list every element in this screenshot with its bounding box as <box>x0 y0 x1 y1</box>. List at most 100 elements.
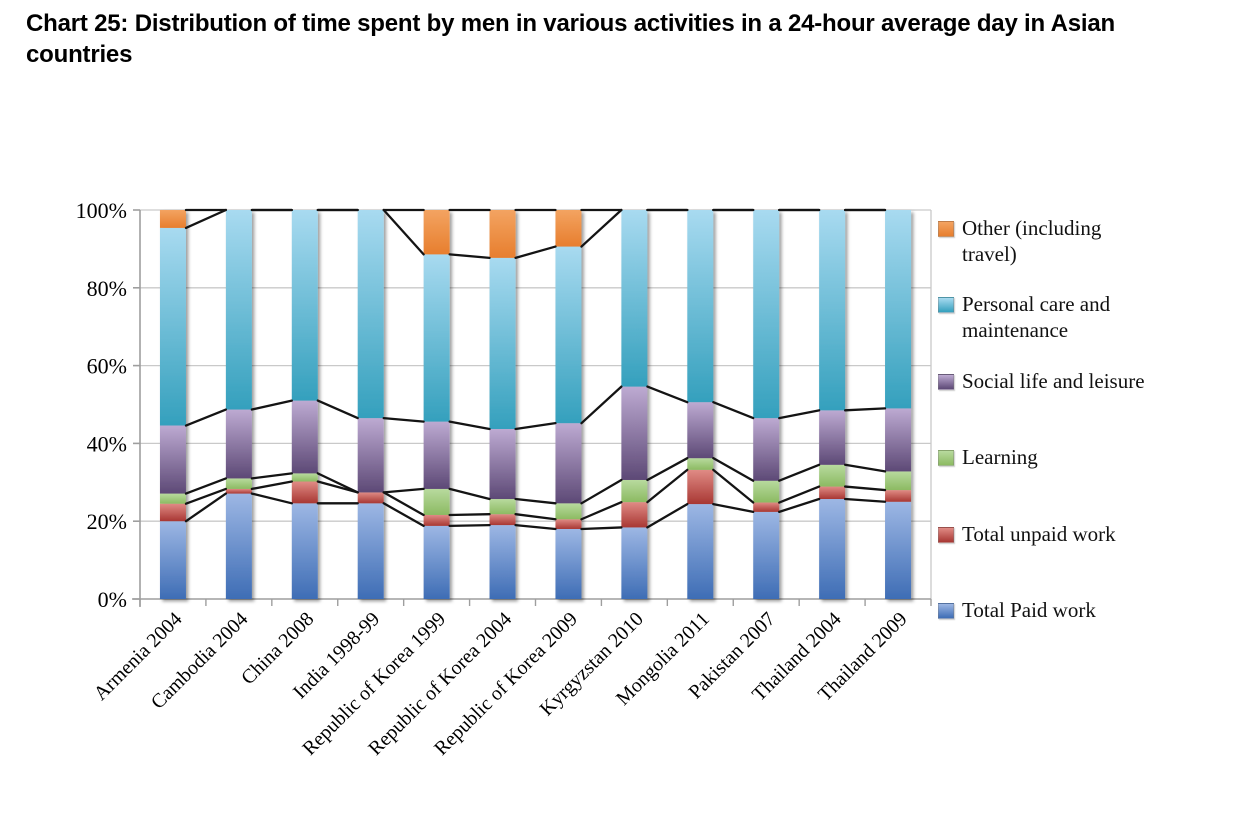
segment-total-paid-work <box>489 525 516 599</box>
segment-learning <box>555 503 582 520</box>
segment-total-unpaid-work <box>621 502 648 528</box>
segment-learning <box>423 488 450 515</box>
segment-personal-care-and-maintenance <box>819 210 846 411</box>
series-connector-line <box>250 472 293 480</box>
bar-thailand-2009 <box>885 210 912 599</box>
legend-item-total-unpaid-work: Total unpaid work <box>938 521 1150 547</box>
legend-item-learning: Learning <box>938 444 1150 470</box>
bar-cambodia-2004 <box>225 210 252 599</box>
series-connector-line <box>382 502 425 528</box>
series-connector-line <box>316 472 359 494</box>
segment-social-life-and-leisure <box>225 409 252 479</box>
series-connector-line <box>250 399 293 411</box>
segment-personal-care-and-maintenance <box>555 246 582 424</box>
bar-pakistan-2007 <box>753 210 780 599</box>
series-connector-line <box>250 480 293 491</box>
segment-learning <box>621 479 648 503</box>
segment-social-life-and-leisure <box>291 400 318 474</box>
segment-total-paid-work <box>885 501 912 599</box>
series-connector-line <box>778 409 821 420</box>
segment-total-paid-work <box>423 525 450 599</box>
legend-swatch-total-paid-work <box>938 603 954 619</box>
series-connector-line <box>382 208 425 256</box>
segment-other-including-travel <box>423 210 450 255</box>
segment-social-life-and-leisure <box>555 423 582 504</box>
segment-social-life-and-leisure <box>159 425 186 494</box>
legend-item-personal-care-and-maintenance: Personal care and maintenance <box>938 291 1150 343</box>
series-connector-line <box>712 457 755 482</box>
segment-social-life-and-leisure <box>687 402 714 459</box>
series-connector-line <box>646 385 689 404</box>
segment-social-life-and-leisure <box>357 418 384 493</box>
bar-republic-of-korea-2009 <box>555 210 582 599</box>
legend-swatch-total-unpaid-work <box>938 527 954 543</box>
segment-personal-care-and-maintenance <box>489 257 516 430</box>
series-connector-line <box>514 422 557 431</box>
series-connector-line <box>843 407 887 412</box>
legend-swatch-other-including-travel <box>938 221 954 237</box>
segment-personal-care-and-maintenance <box>621 210 648 387</box>
series-connector-line <box>316 480 359 494</box>
series-connector-line <box>184 477 228 495</box>
segment-total-unpaid-work <box>555 519 582 529</box>
segment-personal-care-and-maintenance <box>357 210 384 419</box>
series-connector-line <box>843 463 887 473</box>
series-connector-line <box>448 420 491 431</box>
bar-mongolia-2011 <box>687 210 714 599</box>
segment-social-life-and-leisure <box>753 418 780 481</box>
series-connector-line <box>382 491 425 517</box>
series-connector-line <box>580 526 623 531</box>
legend-item-social-life-and-leisure: Social life and leisure <box>938 368 1150 394</box>
segment-total-paid-work <box>357 503 384 599</box>
segment-total-paid-work <box>555 528 582 599</box>
segment-learning <box>225 478 252 489</box>
legend-label: Social life and leisure <box>962 369 1145 393</box>
series-connector-line <box>448 513 491 517</box>
chart-legend: Other (including travel) Personal care an… <box>938 0 1238 830</box>
segment-social-life-and-leisure <box>819 410 846 465</box>
segment-social-life-and-leisure <box>621 386 648 480</box>
series-connector-line <box>580 208 623 248</box>
segment-personal-care-and-maintenance <box>885 210 912 409</box>
legend-label: Personal care and maintenance <box>962 292 1111 342</box>
segment-total-paid-work <box>819 499 846 599</box>
series-connector-line <box>778 463 821 482</box>
legend-label: Total unpaid work <box>962 522 1116 546</box>
segment-personal-care-and-maintenance <box>753 210 780 419</box>
series-connector-line <box>843 497 887 503</box>
bar-republic-of-korea-1999 <box>423 210 450 599</box>
bar-india-1998-99 <box>357 210 384 599</box>
segment-total-unpaid-work <box>357 492 384 504</box>
series-connector-line <box>514 497 557 505</box>
series-connector-line <box>712 468 755 504</box>
bar-kyrgyzstan-2010 <box>621 210 648 599</box>
segment-total-paid-work <box>225 493 252 599</box>
segment-other-including-travel <box>159 210 186 228</box>
segment-total-paid-work <box>753 511 780 599</box>
series-connector-line <box>514 513 557 521</box>
segment-learning <box>291 473 318 482</box>
segment-total-paid-work <box>687 504 714 599</box>
series-connector-line <box>778 485 821 504</box>
legend-swatch-learning <box>938 450 954 466</box>
legend-label: Learning <box>962 445 1038 469</box>
segment-total-unpaid-work <box>225 488 252 494</box>
series-connector-line <box>580 500 623 521</box>
legend-label: Total Paid work <box>962 598 1096 622</box>
legend-swatch-personal-care-and-maintenance <box>938 297 954 313</box>
series-connector-line <box>646 502 689 529</box>
series-connector-line <box>448 253 491 259</box>
segment-total-unpaid-work <box>753 502 780 512</box>
bar-china-2008 <box>291 210 318 599</box>
y-axis-label: 80% <box>87 276 127 301</box>
segment-total-unpaid-work <box>159 503 186 522</box>
legend-label: Other (including travel) <box>962 216 1102 266</box>
series-connector-line <box>316 399 359 420</box>
series-connector-line <box>778 497 821 514</box>
segment-total-paid-work <box>621 527 648 599</box>
y-axis-label: 40% <box>87 431 127 456</box>
segment-total-unpaid-work <box>687 469 714 505</box>
segment-personal-care-and-maintenance <box>687 210 714 403</box>
